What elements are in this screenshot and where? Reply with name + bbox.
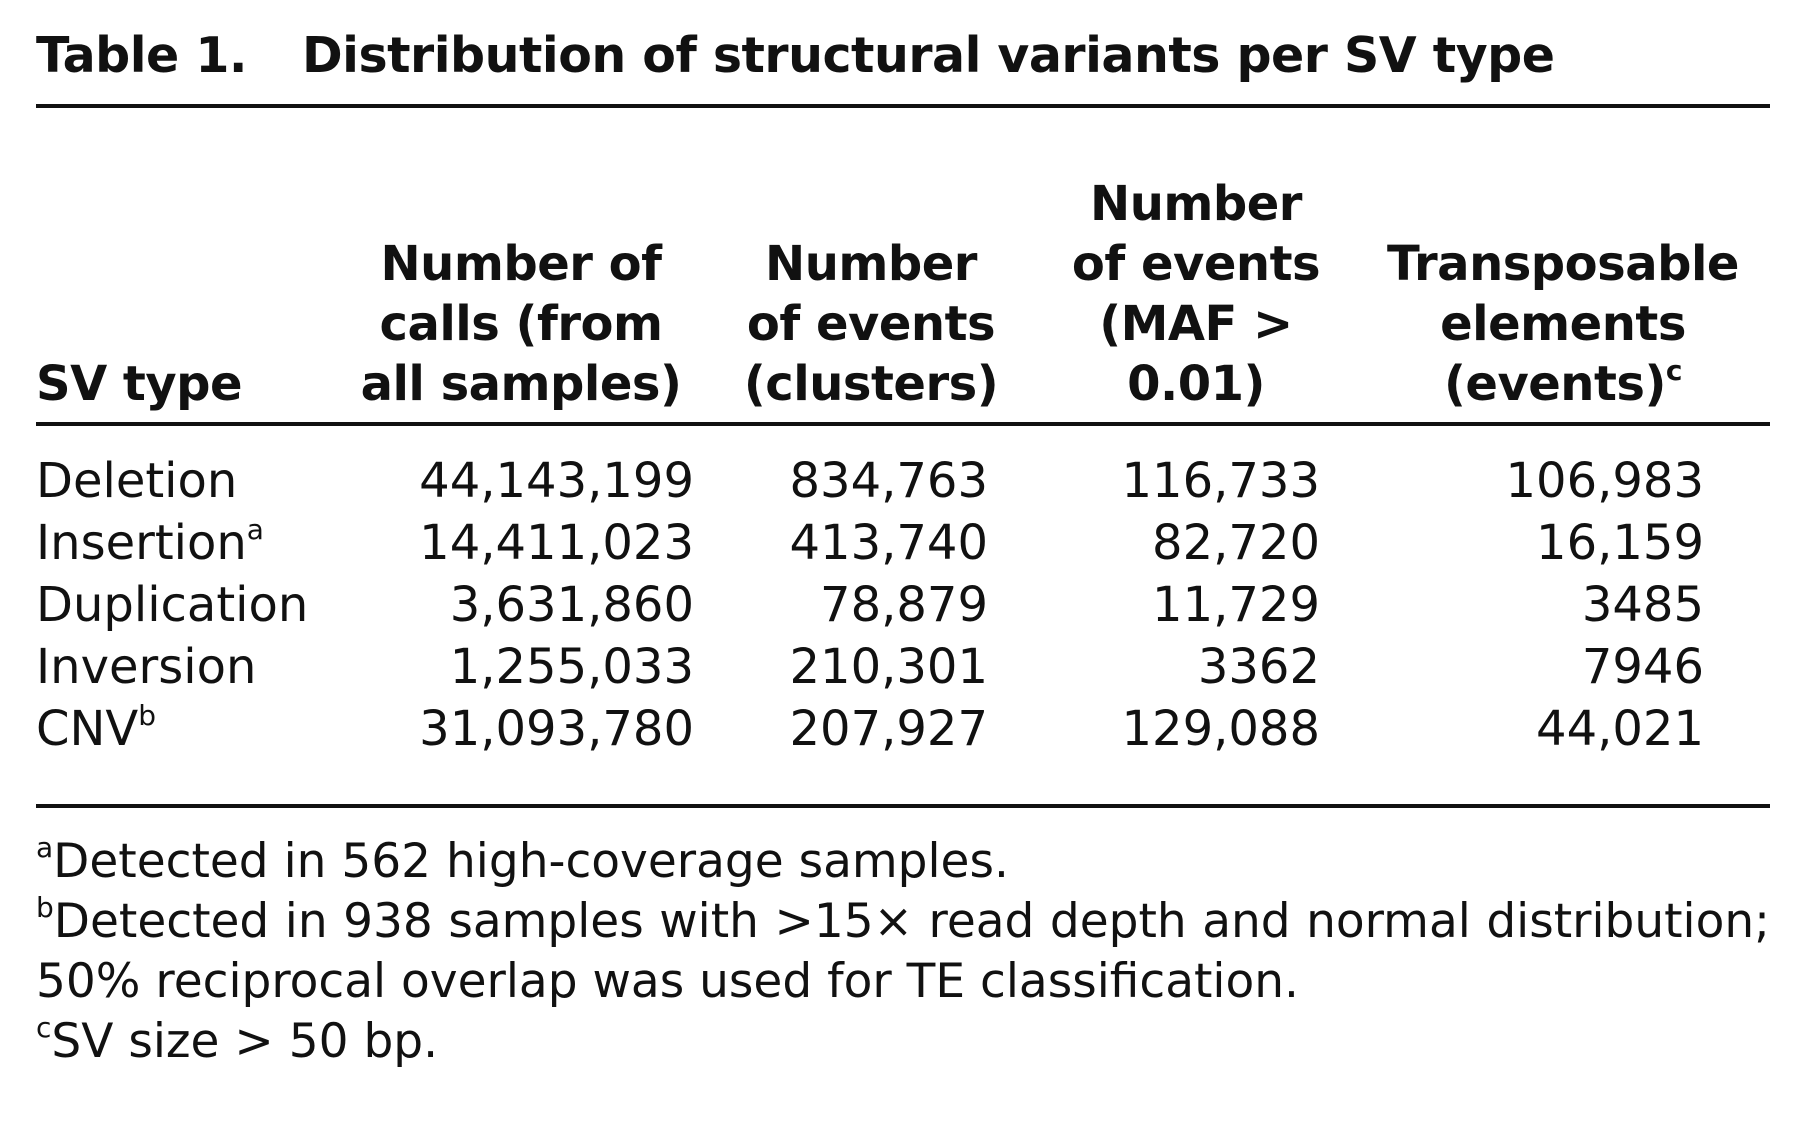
row-label: Inversion — [36, 639, 257, 695]
column-header-transposable-elements: Transposable elements (events)c — [1387, 236, 1739, 412]
row-label: CNVb — [36, 699, 157, 757]
cell-te: 7946 — [1581, 639, 1704, 695]
footnote-a: aDetected in 562 high-coverage samples. — [36, 831, 1009, 890]
column-header-calls: Number of calls (from all samples) — [360, 236, 682, 412]
row-label: Duplication — [36, 577, 309, 633]
cell-maf: 116,733 — [1121, 453, 1321, 509]
cell-calls: 14,411,023 — [419, 515, 694, 571]
table-row: Inversion 1,255,033 210,301 3362 7946 — [36, 636, 1770, 698]
cell-te: 106,983 — [1505, 453, 1705, 509]
table-title: Distribution of structural variants per … — [302, 27, 1555, 84]
cell-maf: 82,720 — [1152, 515, 1320, 571]
cell-te: 44,021 — [1536, 701, 1704, 757]
table-footnotes: aDetected in 562 high-coverage samples. … — [36, 832, 1770, 1072]
table-caption: Table 1. Distribution of structural varia… — [36, 26, 1770, 86]
column-header-clusters: Number of events (clusters) — [743, 236, 999, 412]
cell-clusters: 78,879 — [820, 577, 988, 633]
table-label: Table 1. — [36, 27, 248, 84]
table-row: Deletion 44,143,199 834,763 116,733 106,… — [36, 414, 1770, 512]
table-row: Insertiona 14,411,023 413,740 82,720 16,… — [36, 512, 1770, 574]
footnote-b: bDetected in 938 samples with >15× read … — [36, 891, 1770, 1010]
sv-distribution-table: SV type Number of calls (from all sample… — [36, 152, 1770, 760]
header-rule — [36, 422, 1770, 426]
top-rule — [36, 104, 1770, 108]
table-row: Duplication 3,631,860 78,879 11,729 3485 — [36, 574, 1770, 636]
row-label: Insertiona — [36, 513, 264, 571]
footnote-mark: b — [138, 699, 157, 732]
cell-clusters: 210,301 — [789, 639, 989, 695]
header-row: SV type Number of calls (from all sample… — [36, 152, 1770, 414]
table-row: CNVb 31,093,780 207,927 129,088 44,021 — [36, 698, 1770, 760]
column-header-maf: Number of events (MAF > 0.01) — [1071, 176, 1321, 412]
cell-clusters: 207,927 — [789, 701, 989, 757]
cell-maf: 11,729 — [1152, 577, 1320, 633]
cell-maf: 3362 — [1197, 639, 1320, 695]
footnote-mark: c — [1665, 354, 1683, 387]
cell-clusters: 413,740 — [789, 515, 989, 571]
row-label: Deletion — [36, 453, 238, 509]
column-header-sv-type: SV type — [36, 356, 243, 412]
footnote-mark: a — [246, 513, 264, 546]
cell-calls: 3,631,860 — [449, 577, 694, 633]
cell-calls: 44,143,199 — [419, 453, 694, 509]
cell-te: 16,159 — [1536, 515, 1704, 571]
bottom-rule — [36, 804, 1770, 808]
cell-te: 3485 — [1581, 577, 1704, 633]
footnote-c: cSV size > 50 bp. — [36, 1011, 439, 1070]
cell-clusters: 834,763 — [789, 453, 989, 509]
cell-calls: 31,093,780 — [419, 701, 694, 757]
cell-calls: 1,255,033 — [449, 639, 694, 695]
cell-maf: 129,088 — [1121, 701, 1321, 757]
table-figure: Table 1. Distribution of structural varia… — [36, 26, 1770, 1069]
